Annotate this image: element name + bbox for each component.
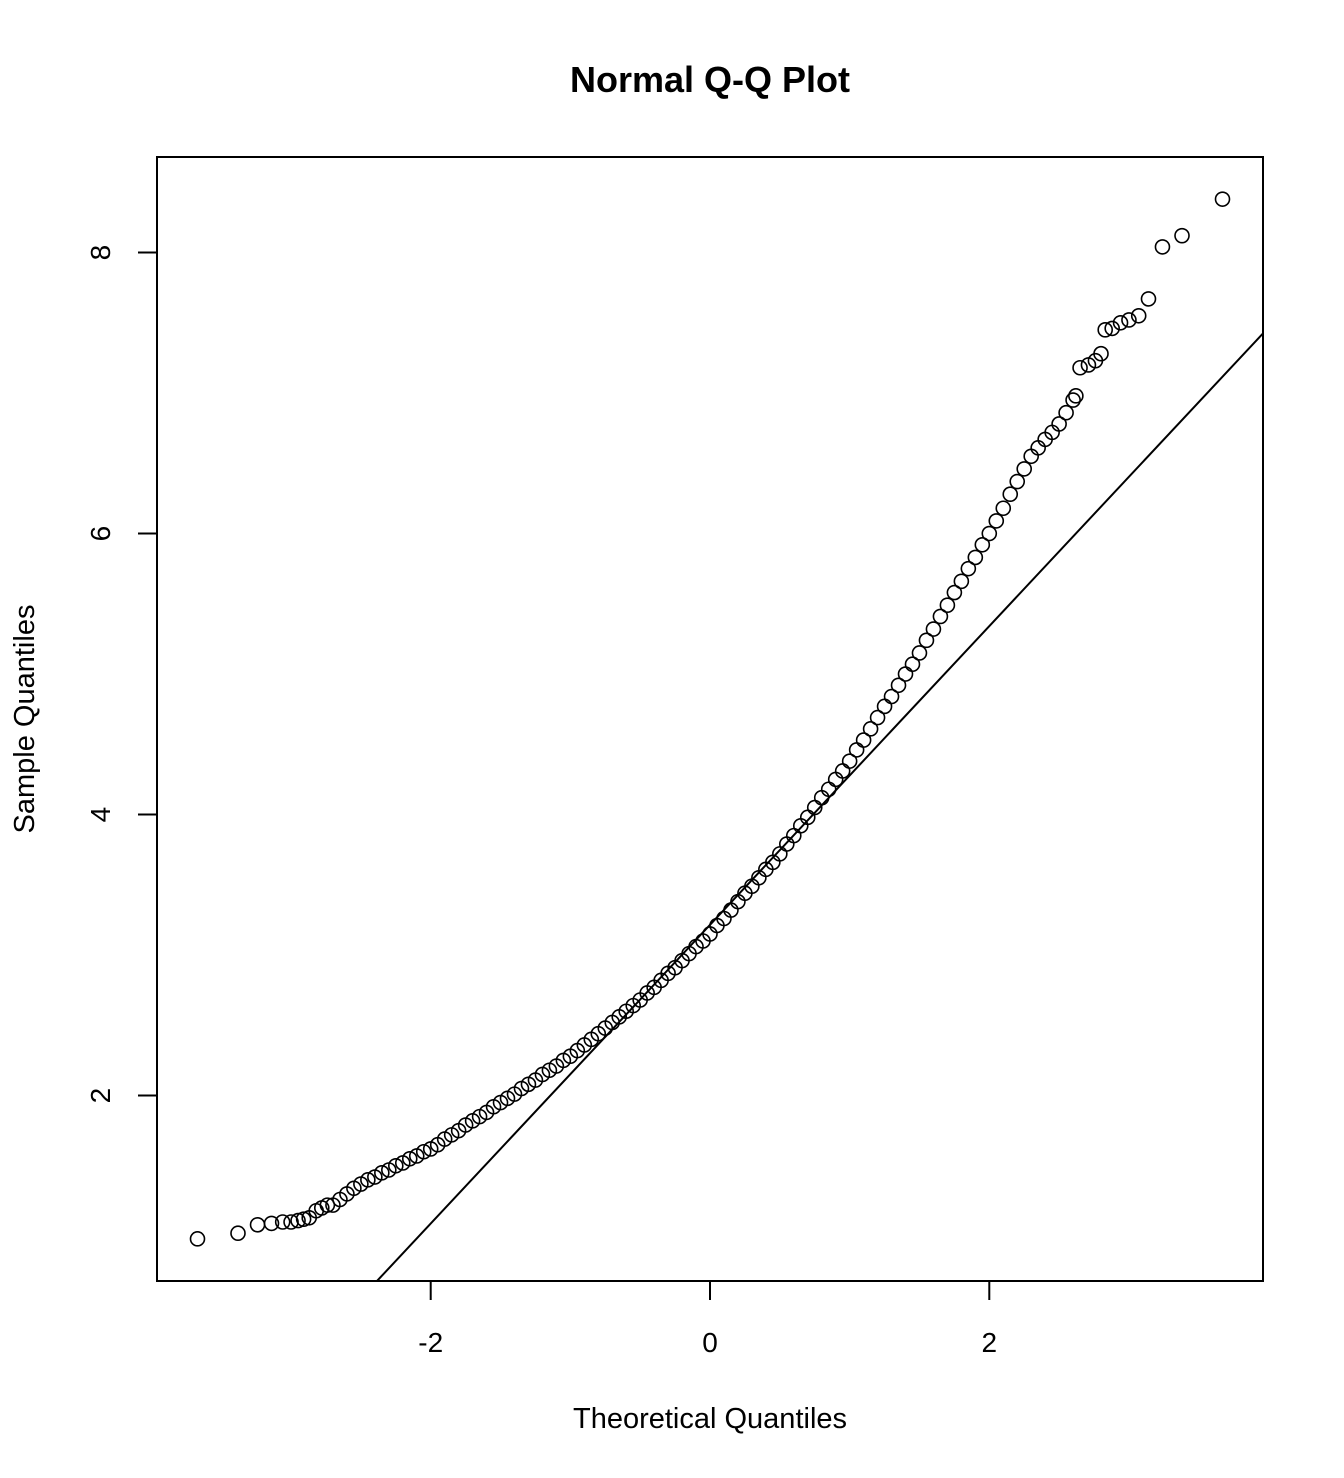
- x-tick-label: 0: [702, 1327, 718, 1358]
- point: [1174, 227, 1190, 244]
- y-tick-label: 6: [85, 526, 116, 542]
- point: [290, 1212, 306, 1229]
- point: [883, 688, 900, 705]
- point: [967, 549, 984, 566]
- point: [988, 513, 1005, 529]
- point: [374, 1165, 390, 1181]
- point: [263, 1215, 280, 1232]
- point: [1072, 359, 1088, 376]
- point: [939, 597, 956, 613]
- point: [274, 1214, 291, 1230]
- point: [387, 1157, 404, 1174]
- point: [1154, 239, 1171, 255]
- point: [974, 536, 991, 553]
- point: [1009, 473, 1026, 490]
- point: [1121, 312, 1137, 328]
- point: [981, 525, 998, 542]
- point: [1214, 191, 1231, 207]
- point: [1104, 320, 1120, 337]
- point: [1068, 388, 1084, 404]
- y-tick-label: 4: [85, 807, 116, 823]
- point: [295, 1211, 312, 1227]
- point: [995, 500, 1012, 517]
- point: [960, 560, 977, 577]
- point: [855, 732, 872, 748]
- point: [946, 584, 963, 601]
- point: [189, 1231, 206, 1247]
- point: [1112, 314, 1129, 331]
- y-tick-label: 8: [85, 245, 116, 261]
- point: [911, 645, 928, 661]
- point: [904, 656, 921, 673]
- chart-title: Normal Q-Q Plot: [570, 59, 850, 100]
- point: [1097, 322, 1113, 338]
- reference-line: [375, 332, 1263, 1281]
- point: [1130, 307, 1147, 324]
- point: [415, 1143, 432, 1160]
- point: [1093, 345, 1109, 362]
- point: [890, 677, 907, 694]
- plot-area: [189, 191, 1263, 1281]
- point: [918, 632, 935, 649]
- point: [953, 573, 970, 590]
- point: [869, 709, 886, 726]
- point: [841, 753, 858, 769]
- point: [862, 721, 879, 737]
- point: [925, 621, 942, 637]
- point: [401, 1150, 418, 1167]
- y-axis-label: Sample Quantiles: [9, 605, 41, 834]
- point: [230, 1225, 246, 1242]
- point: [1051, 416, 1067, 432]
- y-tick-label: 2: [85, 1088, 116, 1104]
- x-axis-label: Theoretical Quantiles: [573, 1403, 847, 1435]
- point: [932, 608, 949, 625]
- point: [1016, 461, 1033, 477]
- point: [1002, 486, 1019, 503]
- point: [1058, 404, 1074, 421]
- point: [1140, 291, 1157, 307]
- point: [319, 1197, 336, 1213]
- x-tick-label: -2: [418, 1327, 443, 1358]
- point: [1065, 392, 1081, 408]
- x-tick-label: 2: [982, 1327, 998, 1358]
- point: [360, 1172, 376, 1188]
